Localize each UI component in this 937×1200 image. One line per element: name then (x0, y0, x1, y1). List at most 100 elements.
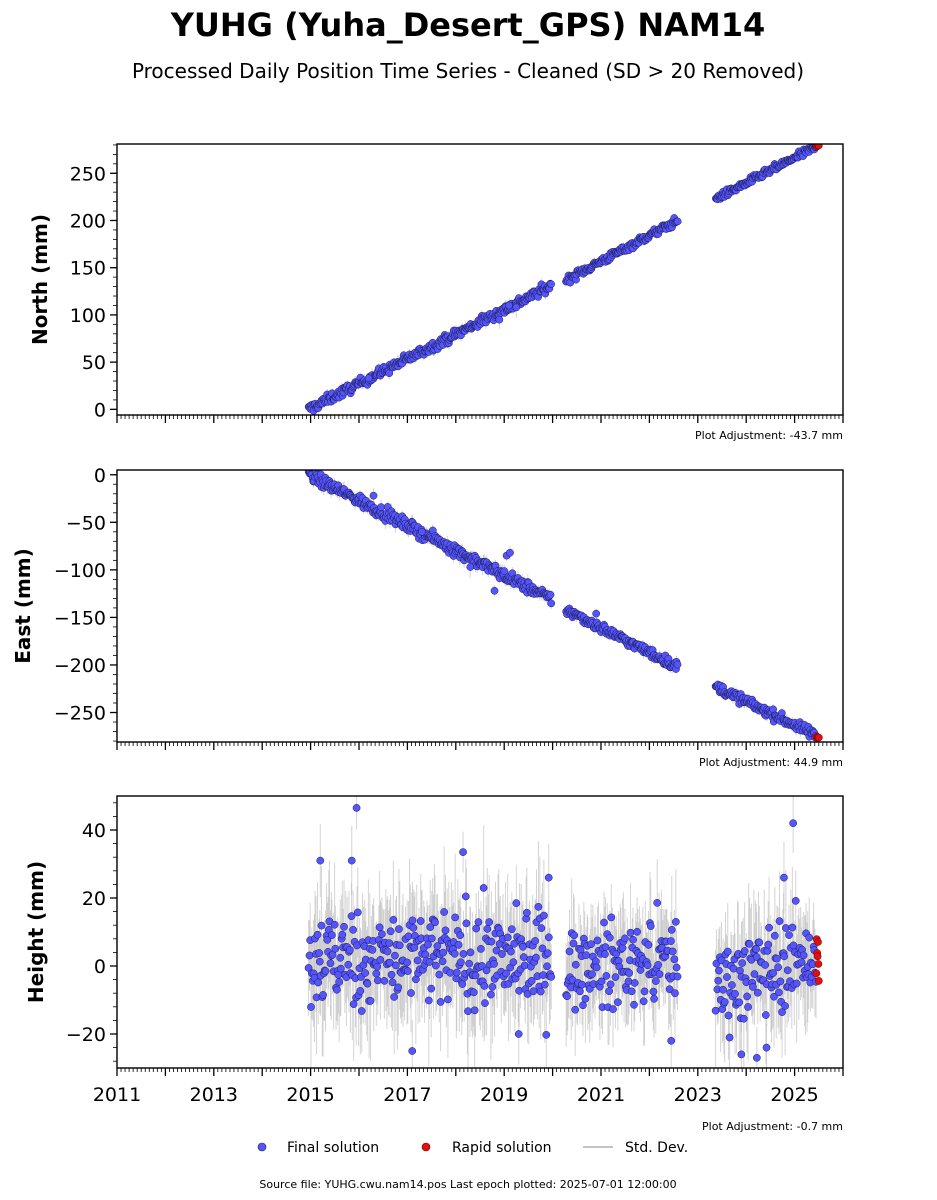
final-point (377, 503, 385, 511)
final-point (667, 937, 675, 945)
final-point (600, 918, 608, 927)
plot-area (304, 144, 823, 415)
final-point (331, 944, 340, 953)
final-point (427, 934, 436, 943)
final-point (724, 1011, 733, 1020)
final-point (670, 955, 679, 964)
final-point (799, 951, 808, 960)
final-point (485, 918, 493, 926)
final-point (498, 950, 506, 958)
final-point (451, 913, 460, 922)
plot-adjustment-note: Plot Adjustment: 44.9 mm (699, 756, 843, 769)
final-point (352, 804, 361, 812)
final-point (636, 966, 645, 974)
final-point (416, 917, 425, 925)
rapid-point (812, 969, 821, 978)
final-point (344, 960, 353, 969)
y-tick-label: −100 (54, 560, 106, 582)
final-point (571, 1005, 580, 1014)
legend-final-marker (257, 1142, 267, 1152)
y-tick-label: 250 (70, 163, 106, 185)
final-point (627, 987, 636, 996)
final-point (375, 923, 384, 932)
final-point (387, 970, 396, 979)
final-point (587, 940, 595, 949)
y-tick-label: −200 (54, 655, 106, 677)
plot-adjustment-note: Plot Adjustment: -43.7 mm (695, 429, 843, 442)
final-point (612, 949, 621, 958)
final-point (490, 960, 498, 968)
final-point (315, 957, 324, 966)
final-point (571, 960, 580, 969)
final-point (328, 931, 336, 939)
panel-1: 0 50 100 150 200 250 North (mm) Plot Adjustment… (28, 143, 844, 442)
final-point (592, 609, 601, 618)
final-point (431, 918, 439, 927)
final-point (745, 940, 754, 948)
figure-title: YUHG (Yuha_Desert_GPS) NAM14 (170, 6, 766, 44)
x-tick-label: 2017 (383, 1084, 431, 1106)
final-point (391, 951, 399, 960)
final-point (500, 567, 509, 575)
final-point (462, 919, 471, 928)
final-point (644, 941, 653, 949)
figure-subtitle: Processed Daily Position Time Series - C… (132, 59, 804, 83)
y-tick-label: −150 (54, 607, 106, 629)
final-point (805, 933, 814, 942)
final-point (789, 819, 797, 828)
final-point (514, 1030, 523, 1038)
final-point (543, 949, 552, 958)
final-point (582, 951, 590, 959)
final-point (313, 930, 322, 939)
final-point (607, 913, 616, 922)
legend-rapid-label: Rapid solution (452, 1140, 552, 1156)
final-point (435, 970, 444, 979)
final-point (372, 969, 381, 978)
final-point (618, 944, 627, 952)
final-point (729, 964, 738, 973)
final-point (765, 923, 773, 932)
final-point (749, 983, 757, 991)
x-tick-label: 2013 (190, 1084, 238, 1106)
y-tick-label: 200 (70, 210, 106, 232)
final-point (605, 987, 613, 996)
final-point (653, 899, 662, 907)
final-point (791, 897, 800, 905)
final-point (385, 939, 394, 948)
final-point (752, 1053, 761, 1062)
final-point (418, 527, 426, 536)
final-point (625, 969, 634, 977)
final-point (340, 922, 348, 931)
final-point (472, 924, 481, 933)
final-point (665, 985, 674, 994)
y-axis-label: North (mm) (28, 214, 52, 345)
final-point (394, 983, 403, 992)
final-point (507, 947, 515, 956)
final-point (542, 1030, 551, 1039)
final-point (395, 925, 403, 933)
rapid-point (814, 733, 823, 742)
final-point (593, 936, 602, 945)
final-point (673, 972, 682, 981)
final-point (425, 958, 434, 966)
final-point (601, 943, 610, 951)
final-point (581, 994, 590, 1003)
final-point (363, 979, 372, 988)
rapid-point (813, 952, 822, 961)
final-point (671, 989, 679, 998)
final-point (337, 964, 345, 973)
final-point (731, 989, 739, 998)
final-point (330, 920, 339, 929)
final-point (531, 937, 540, 945)
final-point (321, 967, 330, 975)
final-point (487, 937, 496, 946)
final-point (576, 987, 584, 996)
final-point (539, 971, 547, 979)
final-point (452, 968, 461, 977)
final-point (386, 927, 395, 936)
final-point (349, 925, 357, 934)
final-point (629, 935, 637, 944)
final-point (761, 1011, 770, 1019)
final-point (369, 491, 378, 500)
source-footer: Source file: YUHG.cwu.nam14.pos Last epo… (259, 1178, 676, 1191)
